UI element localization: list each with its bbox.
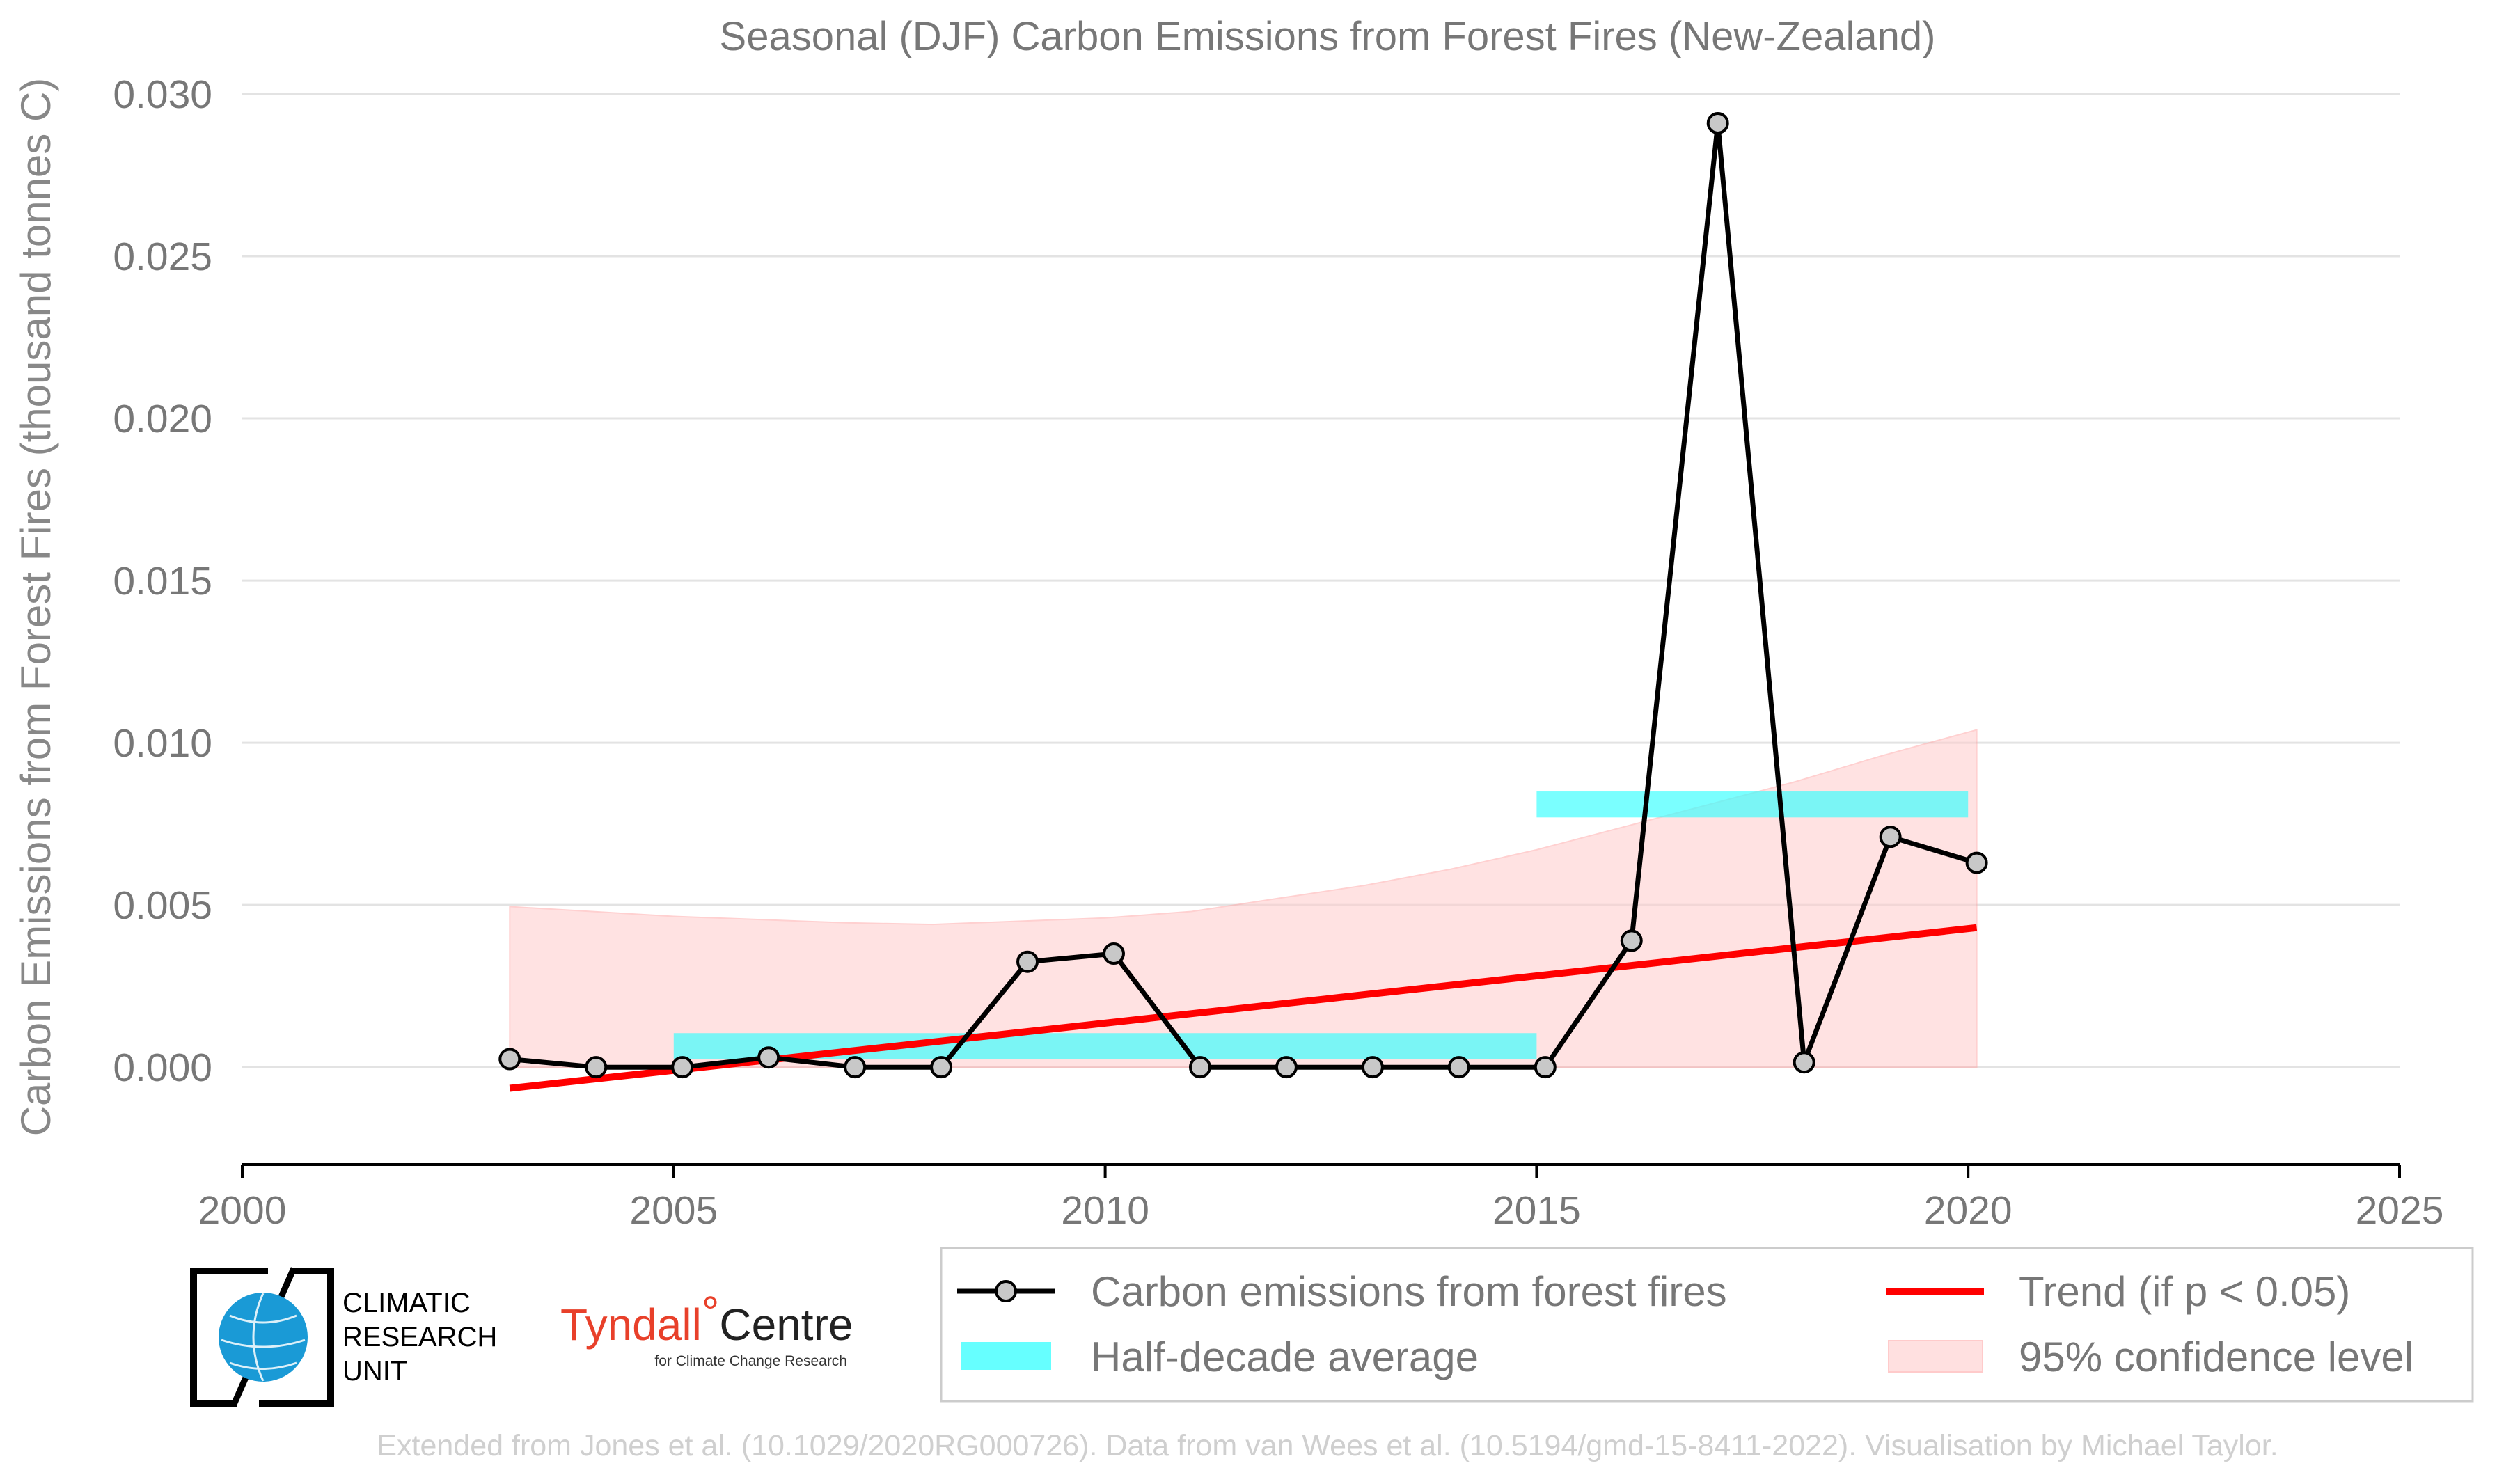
emissions-point — [1275, 1056, 1298, 1079]
globe-icon-meridians — [221, 1293, 306, 1382]
cru-logo-bracket-right — [259, 1268, 334, 1407]
emissions-point — [1361, 1056, 1384, 1079]
chart-title: Seasonal (DJF) Carbon Emissions from For… — [720, 14, 1936, 59]
cru-logo-bracket-left — [190, 1268, 268, 1407]
legend-label-confidence: 95% confidence level — [2019, 1334, 2413, 1380]
legend-marker-emissions — [995, 1280, 1017, 1302]
legend-symbol-confidence — [1888, 1340, 1983, 1373]
x-tick-label: 2020 — [1924, 1188, 2012, 1233]
cru-logo: CLIMATIC RESEARCH UNIT — [190, 1267, 497, 1407]
emissions-line — [509, 120, 1978, 1070]
y-tick-label: 0.030 — [113, 72, 212, 117]
emissions-point — [1447, 1056, 1470, 1079]
tyndall-logo-name: Tyndall — [560, 1300, 702, 1350]
legend-label-trend: Trend (if p < 0.05) — [2019, 1268, 2350, 1315]
y-axis-ticks: 0.000 0.005 0.010 0.015 0.020 0.025 0.030 — [113, 72, 212, 1090]
x-tick-label: 2025 — [2356, 1188, 2444, 1233]
x-tick-label: 2010 — [1061, 1188, 1149, 1233]
emissions-point — [1534, 1056, 1557, 1079]
tyndall-logo: Tyndall°Centre for Climate Change Resear… — [560, 1287, 853, 1369]
y-tick-label: 0.025 — [113, 235, 212, 279]
emissions-point — [1965, 851, 1988, 874]
emissions-point — [1793, 1051, 1815, 1074]
legend-symbol-half-decade — [961, 1342, 1051, 1370]
emissions-point — [757, 1046, 780, 1069]
y-axis-label: Carbon Emissions from Forest Fires (thou… — [13, 78, 59, 1137]
emissions-point — [844, 1056, 867, 1079]
credits-text: Extended from Jones et al. (10.1029/2020… — [377, 1429, 2278, 1462]
tyndall-logo-degree: ° — [702, 1287, 720, 1337]
x-axis: 2000 2005 2010 2015 2020 2025 — [198, 1163, 2444, 1233]
emissions-point — [1188, 1056, 1211, 1079]
confidence-band-layer — [509, 729, 1978, 1068]
half-decade-bar — [1536, 791, 1969, 818]
cru-logo-line-2: RESEARCH — [342, 1322, 497, 1352]
tyndall-logo-text: Tyndall°Centre — [560, 1287, 853, 1350]
emissions-point — [1706, 111, 1729, 134]
x-tick-label: 2000 — [198, 1188, 287, 1233]
x-tick-label: 2005 — [629, 1188, 718, 1233]
globe-icon — [219, 1293, 308, 1382]
emissions-point — [1879, 826, 1902, 848]
y-tick-label: 0.015 — [113, 559, 212, 603]
emissions-point — [498, 1048, 521, 1071]
emissions-point — [1102, 942, 1125, 965]
gridlines — [242, 93, 2400, 1068]
legend: Carbon emissions from forest fires Half-… — [940, 1247, 2474, 1403]
legend-box — [940, 1247, 2474, 1403]
cru-logo-line-1: CLIMATIC — [342, 1288, 471, 1318]
y-tick-label: 0.010 — [113, 721, 212, 766]
cru-logo-line-3: UNIT — [342, 1356, 407, 1387]
emissions-point — [671, 1056, 694, 1079]
y-tick-label: 0.005 — [113, 883, 212, 928]
y-tick-label: 0.020 — [113, 397, 212, 441]
y-tick-label: 0.000 — [113, 1045, 212, 1090]
legend-label-half-decade: Half-decade average — [1091, 1334, 1479, 1380]
x-tick-label: 2015 — [1492, 1188, 1581, 1233]
emissions-point — [1620, 929, 1643, 952]
emissions-series-layer — [498, 111, 1988, 1079]
confidence-band — [509, 729, 1978, 1068]
emissions-point — [930, 1056, 953, 1079]
emissions-point — [585, 1056, 608, 1079]
emissions-point — [1016, 950, 1039, 973]
legend-label-emissions: Carbon emissions from forest fires — [1091, 1268, 1727, 1315]
tyndall-logo-centre: Centre — [719, 1300, 853, 1350]
tyndall-logo-subtitle: for Climate Change Research — [654, 1353, 847, 1369]
